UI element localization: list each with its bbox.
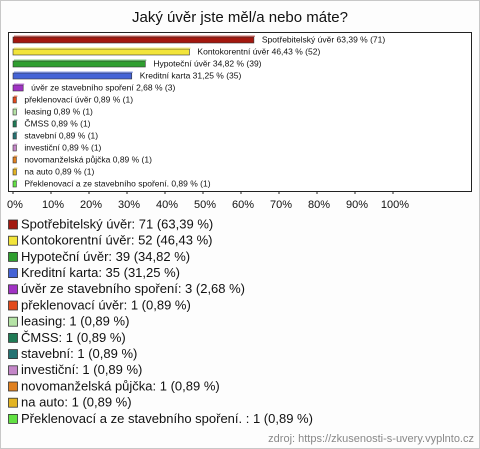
legend-label: ČMSS: 1 (0,89 %) (21, 330, 126, 345)
legend-swatch (8, 316, 18, 327)
bar (12, 60, 146, 68)
legend-label: stavební: 1 (0,89 %) (21, 346, 137, 361)
bar (12, 144, 17, 152)
x-tick-label: 0% (7, 199, 23, 211)
bar (12, 168, 17, 176)
legend-label: Kontokorentní úvěr: 52 (46,43 %) (21, 233, 213, 248)
bar (12, 180, 17, 188)
bar-top (14, 167, 18, 169)
plot-area (8, 32, 472, 192)
bar-top (14, 71, 133, 73)
bar (12, 48, 190, 56)
bar (12, 156, 17, 164)
legend-swatch (8, 381, 18, 392)
legend-swatch (8, 268, 18, 279)
bar-top (14, 35, 255, 37)
legend-swatch (8, 349, 18, 360)
bar (12, 108, 17, 116)
legend-label: investiční: 1 (0,89 %) (21, 362, 142, 377)
x-tick-label: 70% (270, 199, 292, 211)
legend-label: překlenovací úvěr: 1 (0,89 %) (21, 297, 191, 312)
legend-swatch (8, 397, 18, 408)
legend-label: Spotřebitelský úvěr: 71 (63,39 %) (21, 216, 213, 231)
bar (12, 96, 17, 104)
x-tick-label: 50% (194, 199, 216, 211)
data-label: ČMSS 0,89 % (1) (24, 118, 90, 128)
x-tick-label: 100% (381, 199, 409, 211)
bar-top (14, 119, 18, 121)
data-label: Překlenovací a ze stavebního spoření. 0,… (24, 178, 210, 188)
legend-swatch (8, 219, 18, 230)
data-label: překlenovací úvěr 0,89 % (1) (24, 94, 133, 104)
legend-label: Hypoteční úvěr: 39 (34,82 %) (21, 249, 190, 264)
bar (12, 84, 24, 92)
legend-label: leasing: 1 (0,89 %) (21, 314, 129, 329)
data-label: novomanželská půjčka 0,89 % (1) (24, 154, 152, 164)
data-label: na auto 0,89 % (1) (24, 166, 94, 176)
bar-top (14, 107, 18, 109)
bar-top (14, 47, 191, 49)
chart-title: Jaký úvěr jste měl/a nebo máte? (132, 9, 348, 26)
x-tick-label: 20% (80, 199, 102, 211)
x-tick-label: 80% (308, 199, 330, 211)
x-tick-label: 10% (42, 199, 64, 211)
legend-swatch (8, 365, 18, 376)
legend-label: Kreditní karta: 35 (31,25 %) (21, 265, 180, 280)
data-label: leasing 0,89 % (1) (24, 106, 93, 116)
bar-top (14, 143, 18, 145)
legend-swatch (8, 284, 18, 295)
legend-label: na auto: 1 (0,89 %) (21, 395, 132, 410)
legend-label: novomanželská půjčka: 1 (0,89 %) (21, 378, 220, 393)
source: zdroj: https://zkusenosti-s-uvery.vyplnt… (268, 433, 474, 445)
bar-top (14, 155, 18, 157)
data-label: Spotřebitelský úvěr 63,39 % (71) (262, 34, 385, 44)
bar (12, 132, 17, 140)
data-label: Hypoteční úvěr 34,82 % (39) (153, 58, 261, 68)
bar (12, 36, 255, 44)
bar (12, 72, 133, 80)
bar-top (14, 131, 18, 133)
legend-label: úvěr ze stavebního spoření: 3 (2,68 %) (21, 281, 245, 296)
x-tick-label: 60% (232, 199, 254, 211)
legend-label: Překlenovací a ze stavebního spoření. : … (21, 411, 313, 426)
data-label: Kreditní karta 31,25 % (35) (140, 70, 242, 80)
legend-swatch (8, 251, 18, 262)
x-tick-label: 40% (156, 199, 178, 211)
bar (12, 120, 17, 128)
bar-top (14, 83, 25, 85)
x-tick-label: 90% (346, 199, 368, 211)
bar-top (14, 179, 18, 181)
legend-swatch (8, 413, 18, 424)
legend-swatch (8, 235, 18, 246)
legend-swatch (8, 300, 18, 311)
bar-top (14, 95, 18, 97)
x-tick-label: 30% (118, 199, 140, 211)
data-label: Kontokorentní úvěr 46,43 % (52) (197, 46, 320, 56)
data-label: úvěr ze stavebního spoření 2,68 % (3) (31, 82, 175, 92)
legend-swatch (8, 332, 18, 343)
data-label: investiční 0,89 % (1) (24, 142, 101, 152)
data-label: stavební 0,89 % (1) (24, 130, 98, 140)
bar-top (14, 59, 147, 61)
